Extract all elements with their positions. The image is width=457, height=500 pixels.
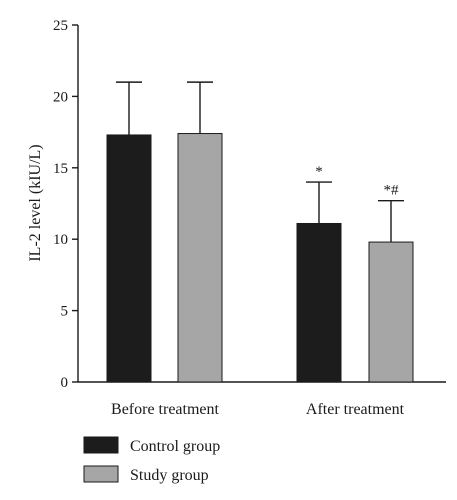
significance-label: *# <box>384 183 400 199</box>
plot-area: 0 5 10 15 20 25 Before treatment * *# After treat… <box>53 18 446 418</box>
bar <box>177 133 223 383</box>
y-tick-label: 0 <box>61 375 69 391</box>
legend-swatch <box>83 436 119 454</box>
legend-label: Control group <box>130 438 220 455</box>
bar <box>106 134 152 383</box>
bar <box>296 222 342 383</box>
significance-label: * <box>315 164 323 180</box>
y-axis-label: IL-2 level (kIU/L) <box>27 144 44 261</box>
x-category-label: Before treatment <box>111 401 220 418</box>
legend-label: Study group <box>130 467 209 484</box>
x-category-label: After treatment <box>306 401 405 418</box>
bar <box>368 241 414 383</box>
y-tick-label: 10 <box>53 232 68 248</box>
y-tick-label: 5 <box>61 304 69 320</box>
y-tick-label: 25 <box>53 18 68 34</box>
legend-swatch <box>83 465 119 483</box>
y-tick-label: 20 <box>53 89 68 105</box>
legend: Control group Study group <box>83 436 220 484</box>
y-tick-label: 15 <box>53 161 68 177</box>
